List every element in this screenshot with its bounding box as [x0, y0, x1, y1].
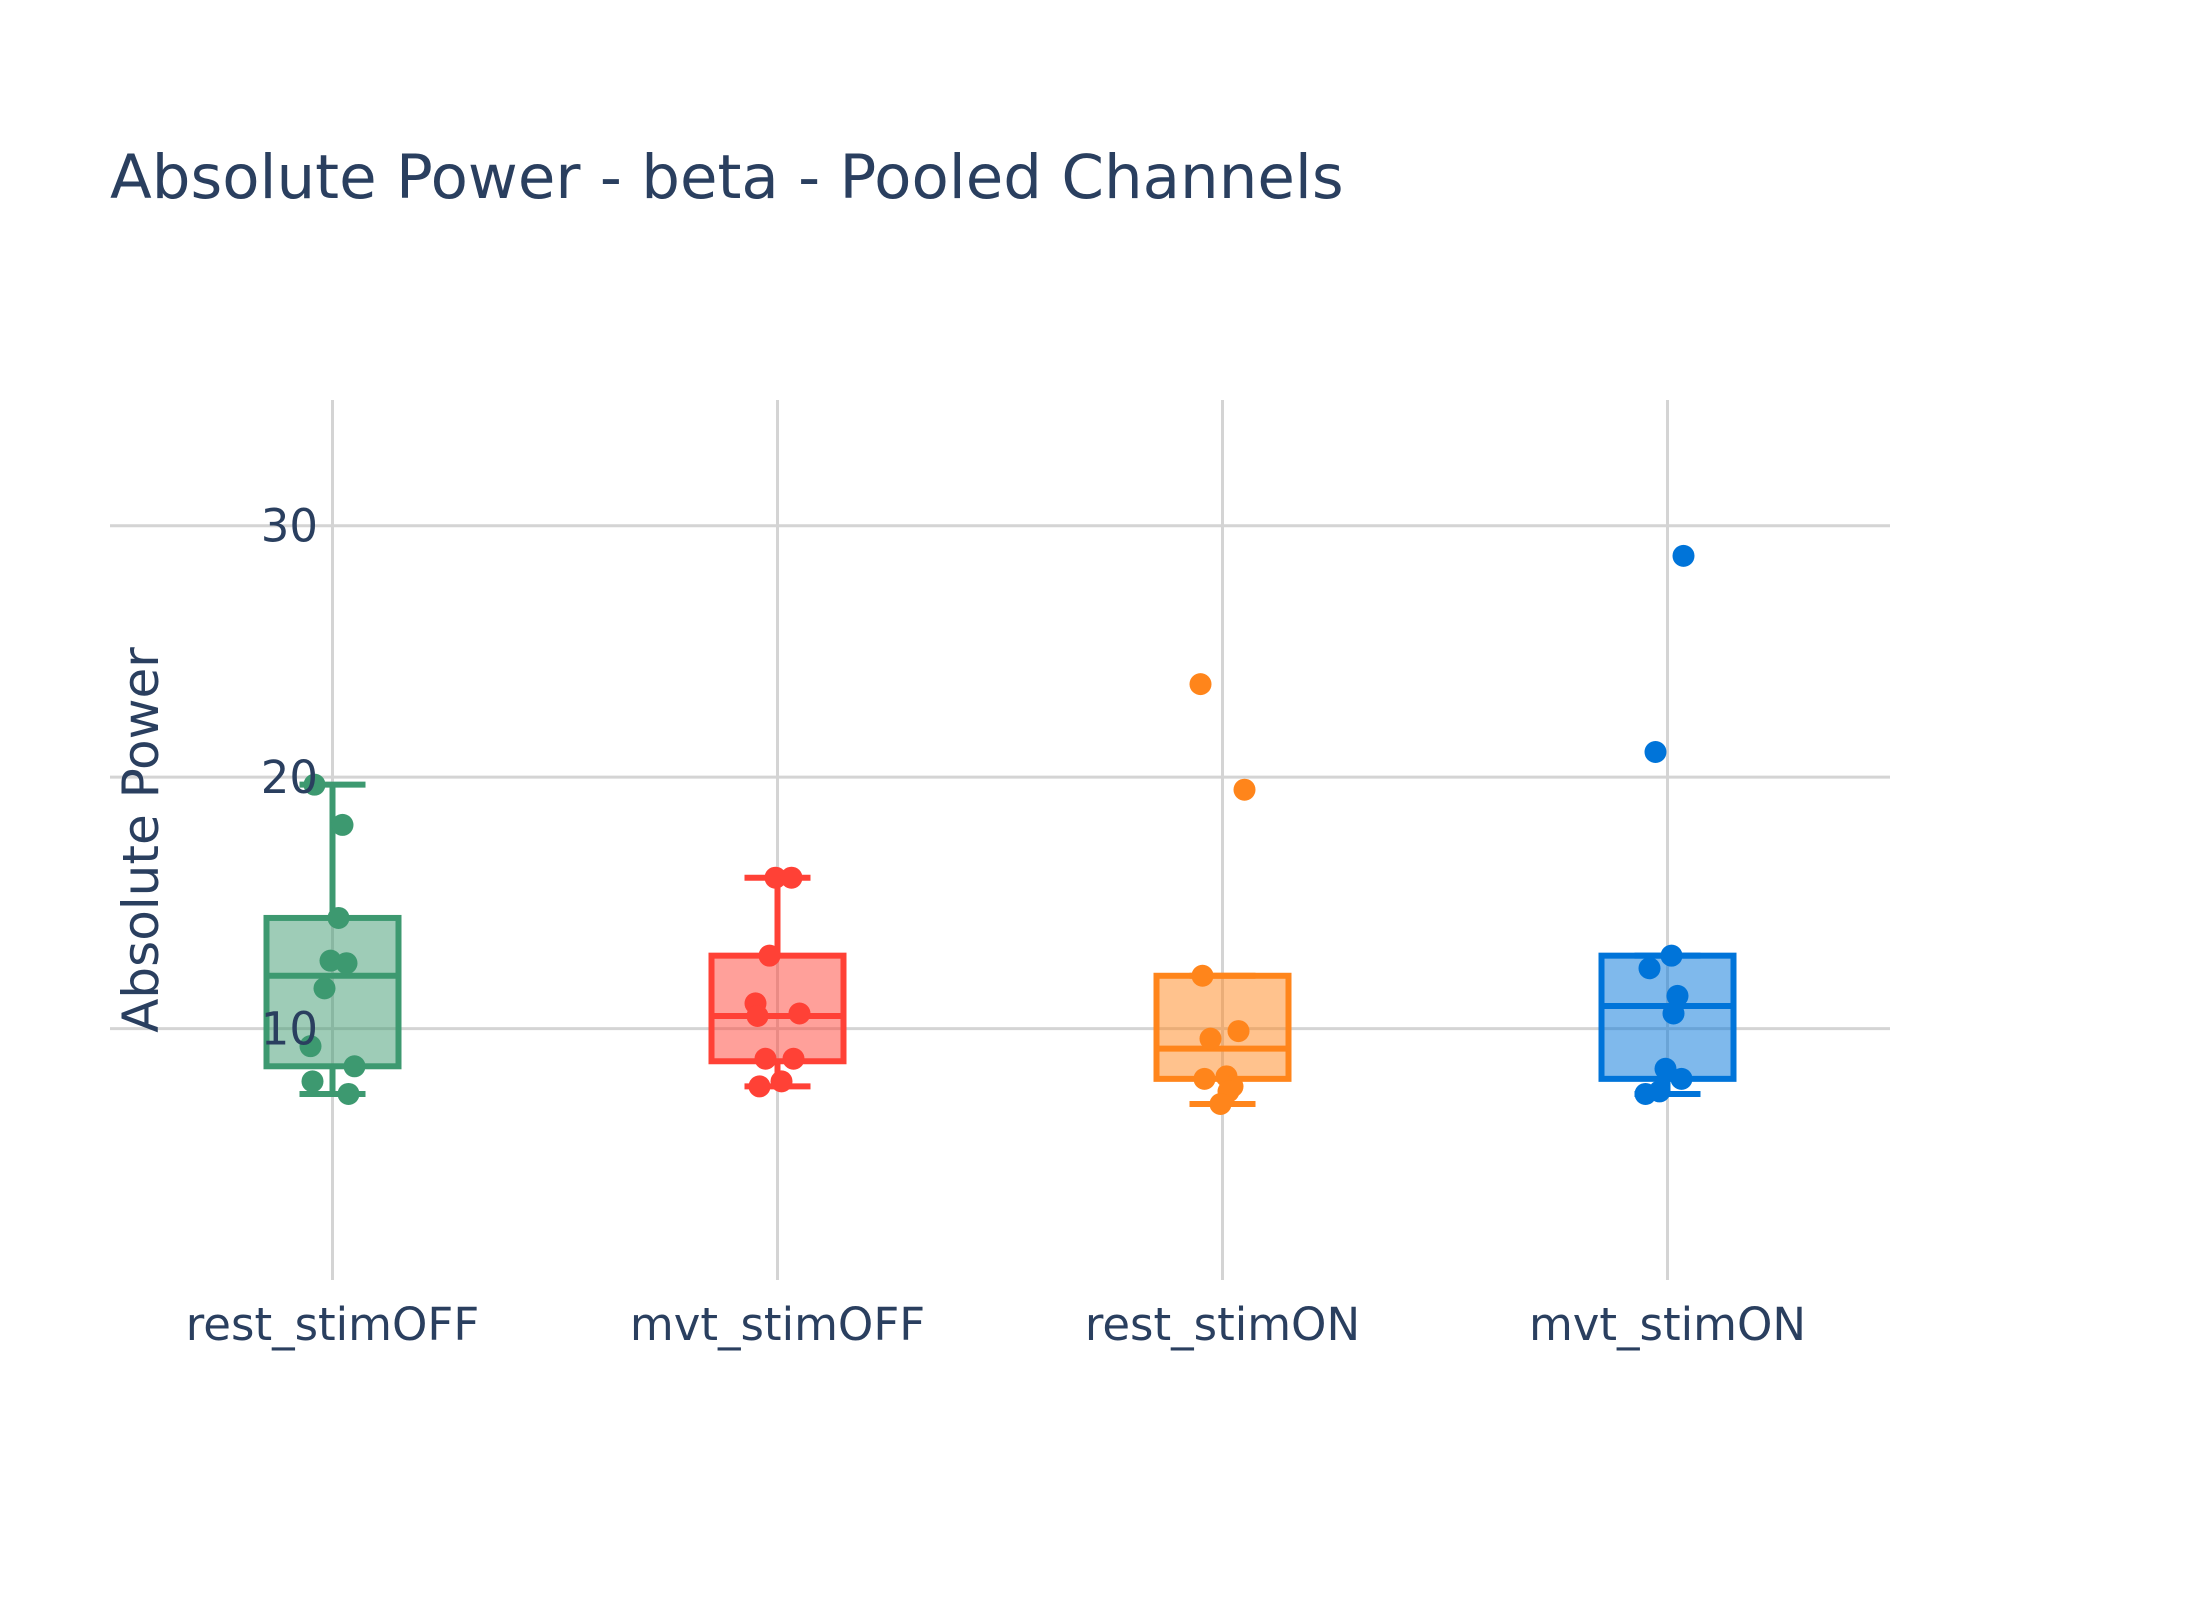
data-point	[780, 866, 803, 889]
data-point	[1662, 1002, 1685, 1025]
data-point	[1644, 741, 1667, 763]
x-tick-label: mvt_stimON	[1529, 1298, 1806, 1351]
box-trace-mvt_stimOFF	[708, 866, 847, 1098]
data-point	[1634, 1082, 1657, 1105]
x-tick-label: mvt_stimOFF	[630, 1298, 925, 1351]
box-iqr	[708, 952, 847, 1065]
data-point	[764, 866, 787, 889]
data-point	[1666, 984, 1689, 1007]
box-trace-mvt_stimON	[1598, 544, 1737, 1105]
data-point	[327, 906, 350, 929]
data-point	[337, 1082, 360, 1105]
data-point	[335, 952, 358, 975]
y-axis-title: Absolute Power	[112, 647, 170, 1033]
x-tick-label: rest_stimOFF	[186, 1298, 479, 1351]
data-point	[303, 773, 326, 796]
data-point	[331, 813, 354, 836]
data-point	[1672, 544, 1695, 567]
data-point	[748, 1075, 771, 1098]
data-point	[1189, 673, 1212, 696]
axis-ticks: 10 20 30 rest_stimOFF mvt_stimOFF rest_stimON…	[186, 500, 1806, 1351]
box-trace-rest_stimOFF	[263, 773, 402, 1105]
data-point	[770, 1070, 793, 1093]
chart-title: Absolute Power - beta - Pooled Channels	[110, 142, 1344, 213]
y-tick-label: 20	[261, 751, 318, 804]
data-point	[1660, 944, 1683, 967]
data-point	[1191, 964, 1214, 987]
data-point	[782, 1047, 805, 1070]
data-point	[299, 1035, 322, 1058]
data-point	[1193, 1067, 1216, 1090]
data-point	[301, 1070, 324, 1093]
data-point	[758, 944, 781, 967]
data-point	[788, 1002, 811, 1025]
data-point	[1654, 1057, 1677, 1080]
data-point	[313, 977, 336, 1000]
data-point	[1233, 778, 1256, 801]
data-point	[343, 1055, 366, 1078]
data-point	[1199, 1027, 1222, 1050]
box-traces	[263, 544, 1737, 1115]
data-point	[746, 1005, 769, 1027]
gridlines	[110, 400, 1890, 1280]
y-tick-label: 10	[261, 1003, 318, 1056]
box-trace-rest_stimON	[1153, 673, 1292, 1115]
y-tick-label: 30	[261, 500, 318, 553]
data-point	[1227, 1020, 1250, 1043]
data-point	[1209, 1093, 1232, 1115]
x-tick-label: rest_stimON	[1085, 1298, 1360, 1351]
box-iqr	[1153, 972, 1292, 1082]
data-point	[1670, 1067, 1693, 1090]
data-point	[1638, 957, 1661, 980]
data-point	[754, 1047, 777, 1070]
